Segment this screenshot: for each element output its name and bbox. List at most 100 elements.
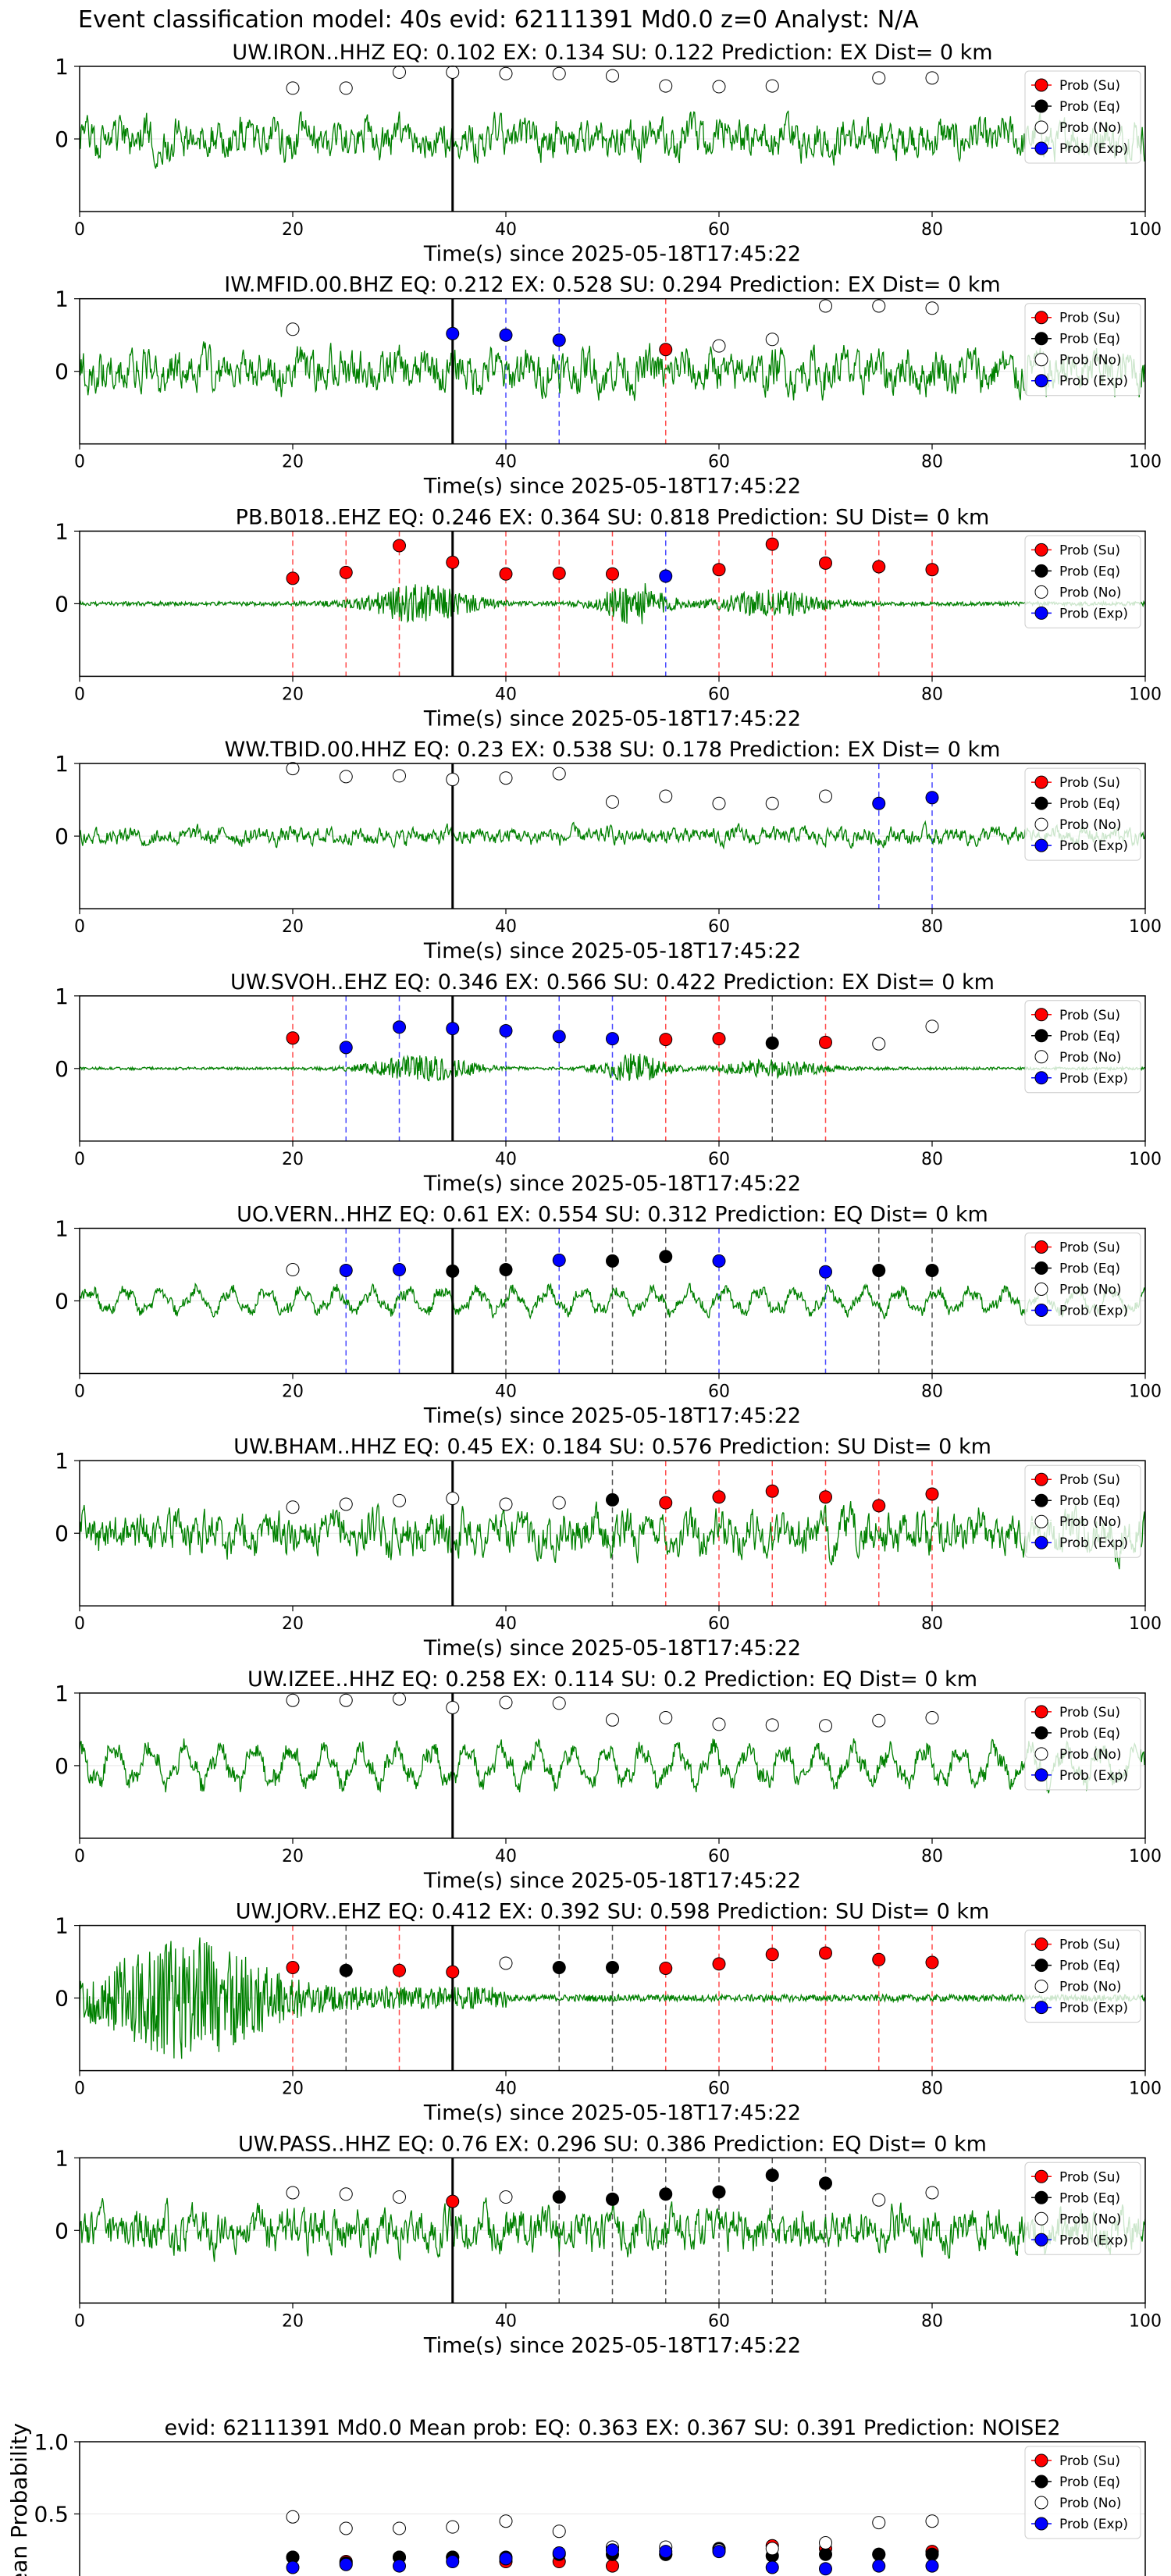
y-tick-label: 0.5 (34, 2502, 69, 2528)
legend-marker-no (1034, 1514, 1048, 1528)
x-tick-label: 100 (1129, 1614, 1162, 1634)
legend: Prob (Su) Prob (Eq) Prob (No) Prob (Exp) (1024, 1930, 1141, 2023)
x-tick-label: 0 (74, 2311, 85, 2331)
prob-point-no (552, 1696, 566, 1710)
mean-point-exp (286, 2560, 300, 2574)
x-tick-label: 20 (282, 2080, 304, 2099)
prob-point-eq (659, 2187, 673, 2201)
legend-marker-no (1034, 1050, 1048, 1064)
legend-box (1024, 1697, 1141, 1791)
legend-label-exp: Prob (Exp) (1059, 2517, 1128, 2532)
legend-marker-su (1034, 1240, 1048, 1254)
legend-label-exp: Prob (Exp) (1059, 141, 1128, 157)
y-tick-label: 1 (55, 518, 69, 544)
prob-point-no (606, 69, 619, 83)
mean-point-no (552, 2524, 566, 2539)
axes-frame (79, 1924, 1146, 2072)
x-axis-label: Time(s) since 2025-05-18T17:45:22 (423, 1404, 801, 1429)
panel-title: UW.IZEE..HHZ EQ: 0.258 EX: 0.114 SU: 0.2… (247, 1667, 977, 1692)
prob-point-no (659, 789, 673, 803)
legend-label-no: Prob (No) (1059, 1747, 1122, 1763)
prob-point-su (659, 1033, 673, 1047)
waveform (80, 583, 1145, 624)
y-tick-label: 1 (55, 2145, 69, 2171)
legend-marker-exp (1034, 2233, 1048, 2247)
legend: Prob (Su) Prob (Eq) Prob (No) Prob (Exp) (1024, 303, 1141, 397)
mean-point-exp (606, 2543, 619, 2557)
x-axis-label: Time(s) since 2025-05-18T17:45:22 (423, 2101, 801, 2126)
prob-point-eq (765, 2169, 779, 2183)
x-tick-label: 60 (708, 685, 730, 704)
x-tick-label: 40 (495, 1614, 517, 1634)
x-tick-label: 20 (282, 1847, 304, 1866)
prob-point-exp (872, 796, 886, 810)
mean-point-exp (446, 2555, 460, 2569)
mean-point-eq (872, 2547, 886, 2561)
prob-point-no (339, 770, 353, 784)
legend-label-exp: Prob (Exp) (1059, 2001, 1128, 2016)
legend-marker-no (1034, 1747, 1048, 1761)
prob-point-no (499, 66, 513, 80)
legend-marker-eq (1034, 99, 1048, 113)
prob-point-exp (499, 328, 513, 342)
prob-point-no (765, 1718, 779, 1732)
prob-point-su (339, 565, 353, 579)
panel-title: UW.IRON..HHZ EQ: 0.102 EX: 0.134 SU: 0.1… (232, 41, 992, 65)
prob-point-su (659, 1496, 673, 1510)
prob-point-no (712, 80, 726, 94)
x-tick-label: 40 (495, 1150, 517, 1169)
prob-point-no (765, 333, 779, 347)
prob-point-no (286, 322, 300, 336)
legend-label-no: Prob (No) (1059, 1283, 1122, 1298)
prob-point-no (286, 1263, 300, 1277)
panel-title: evid: 62111391 Md0.0 Mean prob: EQ: 0.36… (164, 2416, 1060, 2440)
x-tick-label: 20 (282, 2311, 304, 2331)
axes-frame (79, 1460, 1146, 1606)
legend-marker-su (1034, 78, 1048, 92)
y-axis-label: Mean Probability (6, 2423, 32, 2576)
prob-point-su (286, 571, 300, 585)
legend-label-exp: Prob (Exp) (1059, 606, 1128, 621)
x-tick-label: 20 (282, 917, 304, 937)
prob-point-su (872, 1952, 886, 1966)
legend-label-no: Prob (No) (1059, 2211, 1122, 2227)
prob-point-no (712, 339, 726, 353)
prob-point-exp (819, 1265, 832, 1279)
panel-title: UO.VERN..HHZ EQ: 0.61 EX: 0.554 SU: 0.31… (237, 1203, 988, 1227)
y-tick-label: 0.0 (34, 2574, 69, 2576)
legend-label-su: Prob (Su) (1059, 2169, 1120, 2185)
x-tick-label: 0 (74, 220, 85, 240)
y-tick-label: 1 (55, 1216, 69, 1242)
prob-point-eq (659, 1250, 673, 1264)
legend-marker-eq (1034, 1029, 1048, 1043)
prob-point-no (286, 2186, 300, 2200)
legend: Prob (Su) Prob (Eq) Prob (No) Prob (Exp) (1024, 1000, 1141, 1094)
prob-point-exp (925, 791, 939, 805)
prob-point-su (819, 1490, 832, 1504)
prob-point-no (819, 299, 832, 313)
prob-point-su (765, 1484, 779, 1498)
legend-marker-exp (1034, 1768, 1048, 1782)
prob-point-su (925, 563, 939, 577)
y-tick-label: 0 (55, 1986, 69, 2012)
y-tick-label: 1 (55, 984, 69, 1009)
x-tick-label: 80 (921, 1847, 943, 1866)
axes-frame (79, 1227, 1146, 1375)
prob-point-no (499, 1497, 513, 1511)
legend: Prob (Su) Prob (Eq) Prob (No) Prob (Exp) (1024, 1233, 1141, 1325)
axes-frame (79, 995, 1146, 1142)
panel-title: UW.SVOH..EHZ EQ: 0.346 EX: 0.566 SU: 0.4… (230, 970, 995, 994)
legend-marker-no (1034, 353, 1048, 367)
legend-label-eq: Prob (Eq) (1059, 796, 1120, 812)
prob-point-su (499, 567, 513, 581)
x-tick-label: 80 (921, 917, 943, 937)
x-tick-label: 20 (282, 685, 304, 704)
legend-marker-eq (1034, 1493, 1048, 1507)
mean-point-no (925, 2514, 939, 2528)
prob-point-no (765, 796, 779, 810)
prob-point-su (712, 563, 726, 577)
prob-point-no (393, 2190, 406, 2204)
x-axis-label: Time(s) since 2025-05-18T17:45:22 (423, 1172, 801, 1196)
prob-point-no (925, 301, 939, 315)
x-tick-label: 60 (708, 1382, 730, 1402)
